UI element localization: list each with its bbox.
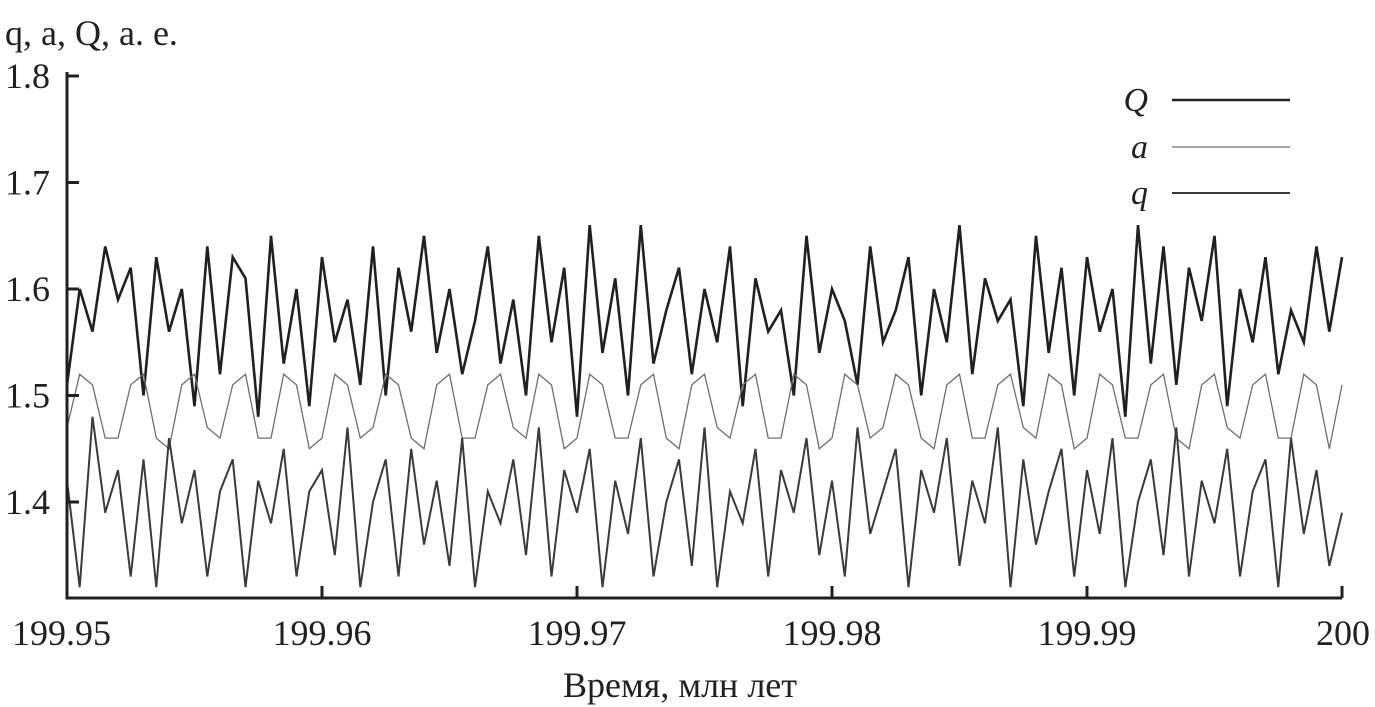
y-tick-label: 1.8: [5, 56, 50, 96]
legend-label: q: [1131, 175, 1148, 212]
x-tick-label: 200: [1316, 613, 1370, 653]
y-tick-label: 1.4: [5, 482, 50, 522]
y-tick-label: 1.6: [5, 269, 50, 309]
x-axis-title: Время, млн лет: [563, 665, 797, 705]
legend-item-q: q: [1131, 175, 1290, 212]
x-tick-label: 199.95: [12, 613, 111, 653]
legend: Qaq: [1123, 82, 1290, 212]
y-tick-label: 1.5: [5, 376, 50, 416]
x-tick-label: 199.96: [273, 613, 372, 653]
series-line-q: [66, 416, 1343, 588]
x-ticks: 199.95 199.96 199.97 199.98 199.99 200: [12, 586, 1370, 653]
x-tick-label: 199.99: [1038, 613, 1137, 653]
series-line-a: [66, 372, 1343, 451]
legend-label: Q: [1123, 82, 1148, 119]
y-axis-title: q, a, Q, а. е.: [5, 13, 178, 53]
plot-lines: [65, 224, 1344, 588]
y-ticks: 1.8 1.7 1.6 1.5 1.4: [5, 56, 79, 522]
x-tick-label: 199.97: [528, 613, 627, 653]
x-tick-label: 199.98: [783, 613, 882, 653]
legend-item-Q: Q: [1123, 82, 1290, 119]
y-tick-label: 1.7: [5, 163, 50, 203]
series-line-Q: [65, 224, 1344, 417]
legend-label: a: [1131, 129, 1148, 166]
legend-item-a: a: [1131, 129, 1290, 166]
axes: [65, 72, 1342, 600]
